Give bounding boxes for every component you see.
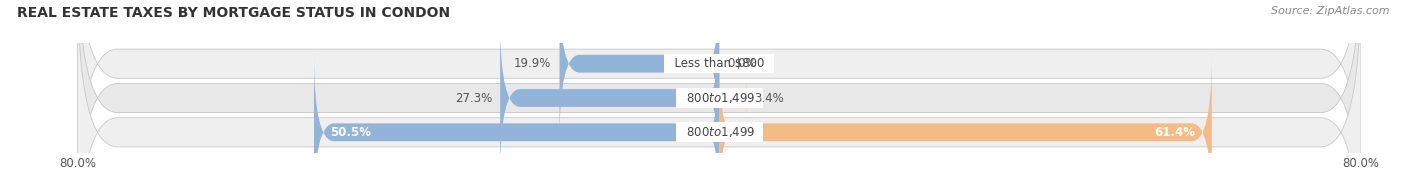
FancyBboxPatch shape bbox=[77, 0, 1361, 196]
FancyBboxPatch shape bbox=[720, 55, 1212, 196]
Text: 19.9%: 19.9% bbox=[515, 57, 551, 70]
FancyBboxPatch shape bbox=[77, 0, 1361, 196]
Text: 50.5%: 50.5% bbox=[330, 126, 371, 139]
FancyBboxPatch shape bbox=[560, 0, 720, 141]
Text: $800 to $1,499: $800 to $1,499 bbox=[679, 125, 759, 139]
Text: Less than $800: Less than $800 bbox=[666, 57, 772, 70]
Text: 27.3%: 27.3% bbox=[456, 92, 492, 104]
Text: REAL ESTATE TAXES BY MORTGAGE STATUS IN CONDON: REAL ESTATE TAXES BY MORTGAGE STATUS IN … bbox=[17, 6, 450, 20]
Text: 0.0%: 0.0% bbox=[727, 57, 756, 70]
Text: $800 to $1,499: $800 to $1,499 bbox=[679, 91, 759, 105]
FancyBboxPatch shape bbox=[77, 0, 1361, 196]
FancyBboxPatch shape bbox=[314, 55, 720, 196]
FancyBboxPatch shape bbox=[720, 78, 747, 118]
FancyBboxPatch shape bbox=[501, 21, 720, 175]
Text: 61.4%: 61.4% bbox=[1154, 126, 1195, 139]
Text: Source: ZipAtlas.com: Source: ZipAtlas.com bbox=[1271, 6, 1389, 16]
Text: 3.4%: 3.4% bbox=[755, 92, 785, 104]
